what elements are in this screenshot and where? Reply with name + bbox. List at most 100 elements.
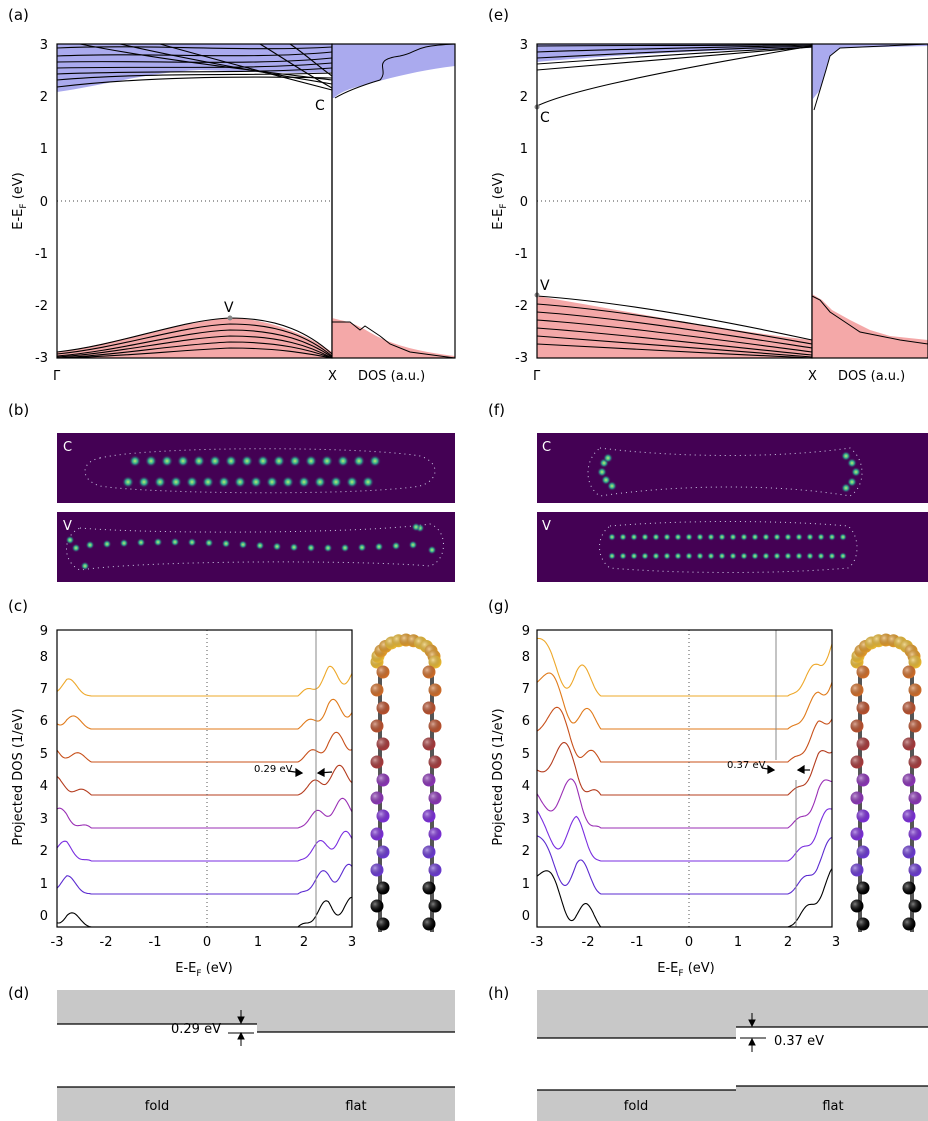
density-spot — [603, 453, 613, 463]
density-spot — [740, 533, 748, 541]
band-panel-e: C V 3 2 1 0 -1 -2 -3 E-EF (eV) Γ X DOS (… — [491, 38, 928, 384]
density-spot — [374, 542, 384, 552]
offset-arrows-d — [228, 1010, 254, 1046]
valence-region-fold-d — [57, 1087, 257, 1121]
ytick: 2 — [40, 844, 48, 859]
density-spot — [784, 552, 792, 560]
glow-c-b — [122, 455, 381, 488]
pdos-curve-1 — [536, 835, 833, 895]
ytick: 0 — [40, 195, 48, 210]
atom-highlight — [850, 827, 864, 841]
density-spot — [619, 552, 627, 560]
atom-highlight — [902, 881, 916, 895]
atom-highlight — [422, 881, 436, 895]
density-spot — [340, 543, 350, 553]
pdos-curve-6 — [536, 672, 833, 730]
dos-conduction-fill-e — [812, 44, 928, 100]
atom-highlight — [850, 791, 864, 805]
xtick: -3 — [51, 935, 64, 950]
ytick: 2 — [40, 90, 48, 105]
glow-v-f — [608, 533, 847, 560]
atom-highlight — [376, 845, 390, 859]
ytick: 1 — [40, 877, 48, 892]
orbital-c-label-f: C — [542, 440, 551, 455]
ytick: 0 — [522, 909, 530, 924]
density-spot — [762, 552, 770, 560]
density-spot — [129, 455, 141, 467]
atom-highlight — [908, 791, 922, 805]
density-spot — [795, 533, 803, 541]
pdos-curve-3 — [536, 778, 833, 829]
density-spot — [102, 539, 112, 549]
density-spot — [828, 552, 836, 560]
density-spot — [839, 552, 847, 560]
ytick: 2 — [520, 90, 528, 105]
density-spot — [630, 552, 638, 560]
atom-highlight — [908, 827, 922, 841]
density-spot — [841, 451, 851, 461]
atom-highlight — [856, 773, 870, 787]
ytick: 4 — [522, 779, 530, 794]
ytick: 3 — [522, 812, 530, 827]
density-spot — [663, 552, 671, 560]
atom-highlight — [376, 701, 390, 715]
ytick: -1 — [35, 247, 48, 262]
conduction-region-fold-d — [57, 990, 257, 1024]
atom-highlight — [902, 737, 916, 751]
ytick: 9 — [522, 624, 530, 639]
density-spot — [353, 455, 365, 467]
pdos-curve-4 — [536, 742, 833, 796]
density-spot — [145, 455, 157, 467]
density-spot — [391, 541, 401, 551]
density-spot — [674, 533, 682, 541]
fold-label-d: fold — [145, 1099, 169, 1114]
v-point-a — [227, 315, 233, 321]
pdos-xlabel-g: E-EF (eV) — [657, 961, 714, 979]
ytick: 8 — [40, 650, 48, 665]
pdos-curve-0 — [56, 896, 353, 928]
density-spot — [218, 476, 230, 488]
atom-highlight — [422, 737, 436, 751]
density-spot — [273, 455, 285, 467]
density-spot — [138, 476, 150, 488]
density-spot — [80, 561, 90, 571]
ytick: -3 — [515, 351, 528, 366]
density-spot — [641, 533, 649, 541]
dos-label-a: DOS (a.u.) — [358, 369, 425, 384]
density-spot — [740, 552, 748, 560]
pdos-xlabel-c: E-EF (eV) — [175, 961, 232, 979]
density-spot — [851, 467, 861, 477]
pdos-curves-g — [536, 637, 833, 928]
ytick: 1 — [522, 877, 530, 892]
pdos-curve-2 — [56, 830, 353, 862]
offset-label-d: 0.29 eV — [171, 1022, 221, 1037]
orbital-c-f — [537, 433, 928, 503]
panel-label-e: (e) — [488, 6, 509, 24]
density-spot — [272, 542, 282, 552]
density-spot — [718, 533, 726, 541]
valence-region-flat-h — [736, 1086, 928, 1121]
atom-highlight — [850, 719, 864, 733]
density-spot — [608, 552, 616, 560]
dos-valence-fill-e — [812, 294, 928, 358]
pdos-panel-g: 0.37 eV 0 1 2 3 4 5 6 7 8 9 -3 -2 -1 0 1… — [491, 624, 922, 979]
atom-highlight — [902, 845, 916, 859]
ytick: 3 — [520, 38, 528, 53]
atom-highlight — [376, 773, 390, 787]
glow-c-f — [597, 451, 861, 493]
atom-highlight — [376, 809, 390, 823]
conduction-region-fold-h — [537, 990, 736, 1038]
ytick: 3 — [40, 812, 48, 827]
pdos-curve-7 — [536, 637, 833, 697]
gap-arrows-g — [761, 764, 810, 774]
density-spot — [729, 533, 737, 541]
atom-highlight — [422, 917, 436, 931]
xtick: 0 — [203, 935, 211, 950]
pdos-curve-7 — [56, 665, 353, 697]
xtick: -2 — [100, 935, 113, 950]
atom-highlight — [908, 863, 922, 877]
orbital-v-f — [537, 512, 928, 582]
band-panel-a: V C 3 2 1 0 -1 -2 -3 E-EF (eV) Γ X DOS (… — [11, 38, 456, 384]
atom-highlight — [856, 809, 870, 823]
density-spot — [729, 552, 737, 560]
